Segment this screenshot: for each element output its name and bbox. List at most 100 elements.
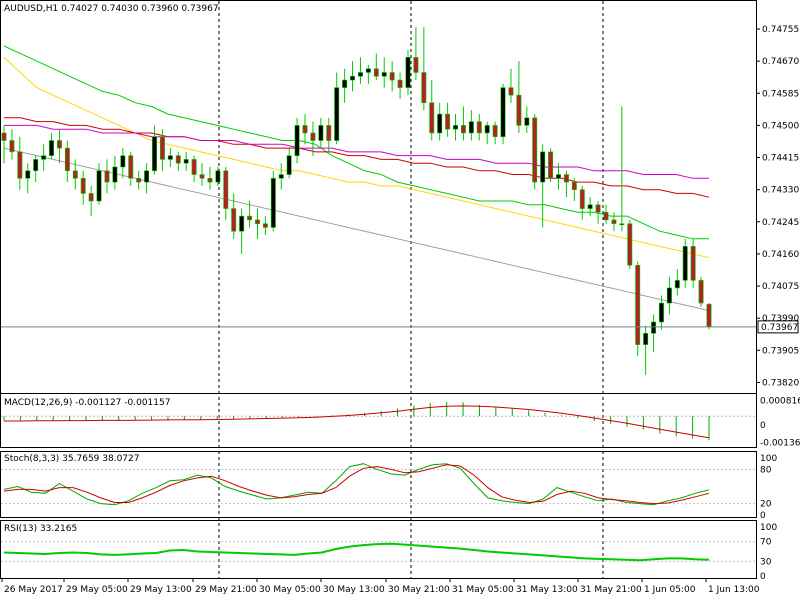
candle-body bbox=[175, 155, 181, 164]
macd-tick-label: -0.001365 bbox=[760, 438, 800, 448]
moving-average-line-3 bbox=[4, 117, 710, 198]
candle bbox=[674, 269, 680, 296]
rsi-tick-label: 0 bbox=[760, 572, 766, 582]
candle-body bbox=[619, 223, 625, 225]
candle-body bbox=[286, 155, 292, 175]
rsi-tick-label: 100 bbox=[760, 523, 777, 533]
candle-body bbox=[239, 215, 245, 232]
candle bbox=[548, 148, 554, 183]
candle bbox=[326, 117, 332, 152]
candle-body bbox=[429, 102, 435, 134]
candle-body bbox=[373, 68, 379, 77]
candle bbox=[207, 166, 213, 190]
candle bbox=[658, 295, 664, 330]
candle bbox=[563, 170, 569, 198]
candle bbox=[80, 170, 86, 205]
candle bbox=[128, 151, 134, 186]
candle bbox=[262, 216, 268, 236]
candle bbox=[381, 57, 387, 88]
candle-body bbox=[25, 170, 31, 179]
candle-body bbox=[167, 155, 173, 160]
candle bbox=[397, 72, 403, 99]
candle-body bbox=[64, 147, 70, 172]
candle-body bbox=[468, 121, 474, 134]
candle-body bbox=[357, 72, 363, 77]
macd-signal-line bbox=[4, 405, 710, 439]
candle bbox=[556, 163, 561, 190]
candle bbox=[310, 121, 316, 156]
candle-body bbox=[548, 151, 554, 179]
x-tick-label: 29 May 21:00 bbox=[195, 585, 257, 595]
candle bbox=[152, 125, 157, 175]
macd-panel-title: MACD(12,26,9) -0.001127 -0.001157 bbox=[4, 398, 171, 408]
candle-body bbox=[128, 155, 134, 179]
candle-body bbox=[651, 321, 657, 334]
candle bbox=[373, 53, 379, 81]
candle bbox=[389, 61, 395, 92]
x-tick-label: 31 May 13:00 bbox=[516, 585, 578, 595]
y-tick-label: 0.74500 bbox=[762, 121, 799, 131]
candle bbox=[421, 27, 427, 111]
stoch-signal-line bbox=[3, 464, 710, 505]
candle-body bbox=[136, 178, 142, 183]
candle-body bbox=[611, 219, 617, 224]
moving-average-line-5 bbox=[3, 147, 710, 312]
candle bbox=[405, 49, 411, 96]
candle-body bbox=[41, 155, 47, 160]
candle bbox=[302, 114, 308, 145]
candle-body bbox=[658, 302, 664, 323]
candle bbox=[429, 80, 435, 141]
candle bbox=[9, 129, 15, 160]
x-tick-label: 29 May 13:00 bbox=[130, 585, 192, 595]
candle-body bbox=[413, 57, 419, 73]
candle-body bbox=[603, 212, 609, 221]
candle bbox=[318, 117, 324, 149]
x-tick-label: 1 Jun 13:00 bbox=[708, 585, 760, 595]
price-panel-title: AUDUSD,H1 0.74027 0.74030 0.73960 0.7396… bbox=[4, 4, 219, 14]
candle-body bbox=[690, 246, 696, 281]
candle-body bbox=[80, 178, 86, 194]
candle bbox=[183, 151, 189, 171]
candle-body bbox=[104, 170, 110, 183]
candle bbox=[72, 159, 78, 190]
candle-body bbox=[342, 79, 348, 88]
candle-body bbox=[595, 204, 601, 213]
candle-body bbox=[492, 125, 498, 138]
stoch-tick-label: 20 bbox=[760, 500, 772, 510]
candle-body bbox=[144, 170, 150, 183]
candle-body bbox=[334, 87, 340, 141]
candle-body bbox=[571, 181, 577, 190]
candle bbox=[516, 61, 522, 133]
y-tick-label: 0.73990 bbox=[762, 314, 799, 324]
candle bbox=[492, 121, 498, 145]
candle-body bbox=[579, 189, 585, 209]
candle bbox=[167, 148, 173, 167]
y-tick-label: 0.74670 bbox=[762, 57, 799, 67]
candle-body bbox=[405, 57, 411, 88]
macd-tick-label: 0.000816 bbox=[760, 397, 800, 407]
candle-body bbox=[445, 113, 451, 130]
candle bbox=[239, 208, 245, 254]
candle-body bbox=[484, 125, 490, 134]
candle-body bbox=[152, 136, 157, 172]
x-tick-label: 30 May 05:00 bbox=[259, 585, 321, 595]
candle bbox=[476, 114, 482, 141]
candle-body bbox=[9, 140, 15, 153]
candle-body bbox=[706, 303, 712, 328]
candle bbox=[56, 129, 62, 164]
candle-body bbox=[72, 170, 78, 179]
candle-body bbox=[666, 287, 672, 304]
candle-body bbox=[262, 223, 268, 228]
candle-body bbox=[508, 87, 514, 96]
candle bbox=[294, 117, 300, 164]
y-tick-label: 0.74075 bbox=[762, 282, 799, 292]
candle bbox=[1, 125, 7, 164]
candle-body bbox=[682, 246, 688, 281]
candle bbox=[357, 57, 363, 84]
candle bbox=[690, 238, 696, 288]
current-price-badge bbox=[757, 320, 799, 334]
x-tick-label: 30 May 13:00 bbox=[323, 585, 385, 595]
candle-body bbox=[278, 174, 284, 179]
stoch-panel-title: Stoch(8,3,3) 35.7659 38.0727 bbox=[4, 454, 140, 464]
